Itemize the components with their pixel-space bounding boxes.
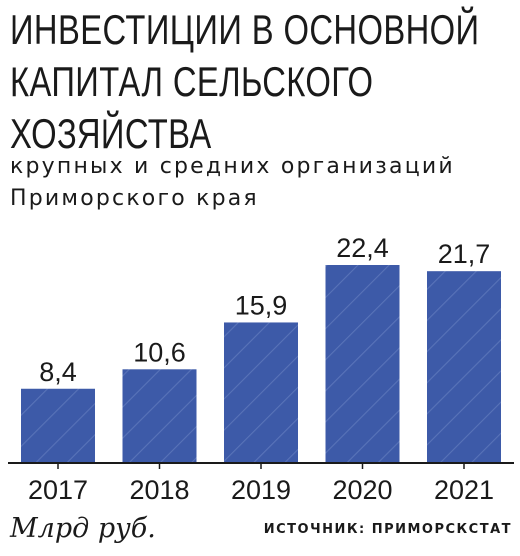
bar-value-label-2018: 10,6 (133, 337, 186, 367)
unit-label: Млрд руб. (10, 513, 156, 544)
x-tick-label-2021: 2021 (434, 475, 494, 505)
bar-2021 (427, 271, 501, 463)
source-label: ИСТОЧНИК: ПРИМОРСКСТАТ (263, 522, 512, 537)
x-tick-label-2018: 2018 (129, 475, 189, 505)
bar-value-label-2021: 21,7 (438, 239, 491, 269)
bar-value-label-2019: 15,9 (235, 290, 288, 320)
x-tick-label-2017: 2017 (28, 475, 88, 505)
chart-title-line-2: КАПИТАЛ СЕЛЬСКОГО (10, 58, 374, 105)
chart-title: ИНВЕСТИЦИИ В ОСНОВНОЙ КАПИТАЛ СЕЛЬСКОГО … (10, 4, 517, 160)
x-tick-label-2019: 2019 (231, 475, 291, 505)
bar-2020 (325, 265, 400, 463)
bar-2019 (224, 322, 298, 463)
chart-title-line-1: ИНВЕСТИЦИИ В ОСНОВНОЙ (10, 6, 480, 53)
bar-2017 (21, 388, 95, 463)
x-axis-ticks: 2017 2018 2019 2020 2021 (28, 463, 494, 505)
bar-value-label-2020: 22,4 (336, 233, 389, 263)
bar-2018 (122, 369, 197, 463)
bar-value-label-2017: 8,4 (39, 357, 77, 387)
chart-subtitle: крупных и средних организаций Приморског… (10, 154, 455, 211)
x-tick-label-2020: 2020 (332, 475, 392, 505)
chart-title-line-3: ХОЗЯЙСТВА (10, 110, 212, 157)
bars-layer: 8,4 10,6 15,9 22,4 21,7 (21, 233, 501, 463)
